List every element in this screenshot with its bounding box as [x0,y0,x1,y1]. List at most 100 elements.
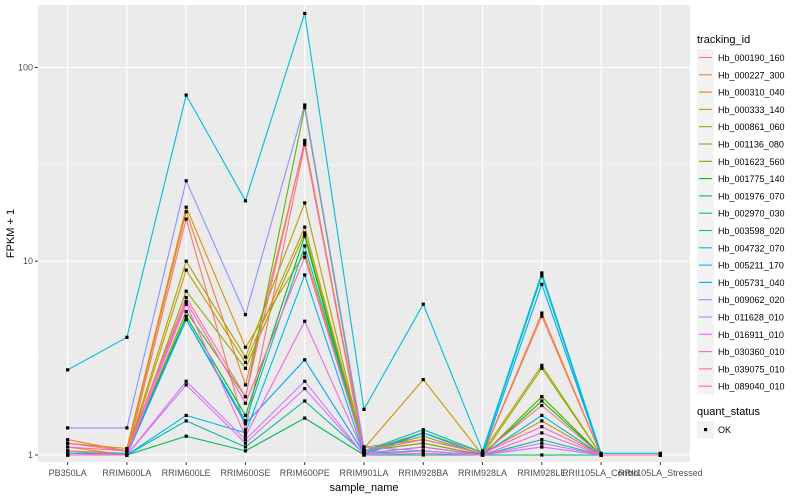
data-point [540,403,544,408]
data-point [66,441,70,445]
legend-label: Hb_016911_010 [718,330,784,340]
data-point [184,217,188,221]
data-point [421,428,425,432]
legend-label: Hb_000190_160 [718,53,785,63]
x-tick-label: RRIM928BA [398,468,448,478]
shape-legend-title: quant_status [697,406,760,418]
legend-label: Hb_000333_140 [718,105,785,115]
data-point [243,345,248,349]
y-axis: 1 10 100 [18,62,38,460]
legend-label: Hb_000310_040 [718,88,785,98]
data-point [599,451,603,455]
data-point [303,201,307,205]
legend-label: Hb_000227_300 [718,70,785,80]
data-point [658,453,662,457]
legend-label: Hb_001623_560 [718,157,785,167]
data-point [243,431,248,435]
data-point [243,360,248,365]
data-point [243,445,248,449]
data-point [421,445,425,449]
data-point [303,231,307,235]
data-point [303,251,307,255]
y-tick-label: 10 [23,256,33,266]
data-point [243,413,248,418]
data-point [184,413,188,418]
data-point [540,399,544,403]
x-tick-label: RRIM600SE [220,468,270,478]
data-point [421,449,425,453]
data-point [658,451,662,455]
data-point [184,210,188,214]
data-point [540,395,544,399]
data-point [184,268,188,272]
data-point [303,11,307,16]
data-point [303,399,307,403]
data-point [184,379,188,383]
data-point [66,449,70,453]
data-point [540,363,544,367]
data-point [243,383,248,387]
series-points [66,11,662,457]
y-axis-title: FPKM + 1 [5,209,17,258]
x-tick-label: PB350LA [49,468,87,478]
data-point [303,103,307,107]
data-point [421,377,425,382]
data-point [125,335,129,339]
data-point [243,395,248,399]
data-point [125,453,129,457]
x-tick-label: RRII105LA_Control [562,468,640,478]
data-point [243,313,248,317]
data-point [243,419,248,423]
data-point [243,441,248,445]
legend-label: Hb_039075_010 [718,364,785,374]
data-point [480,449,485,453]
data-point [362,445,366,449]
data-point [540,445,544,449]
data-point [303,358,307,362]
data-point [540,413,544,418]
data-point [421,441,425,445]
x-tick-label: RRIM600PE [280,468,330,478]
data-point [362,451,366,455]
data-point [66,438,70,442]
data-point [540,366,544,370]
data-point [184,434,188,438]
data-point [362,407,366,411]
data-point [303,319,307,323]
data-point [184,295,188,300]
data-point [184,93,188,97]
y-tick-label: 100 [18,62,33,72]
data-point [184,289,188,293]
data-point [66,368,70,372]
data-point [243,366,248,370]
data-point [125,449,129,453]
legend-title: tracking_id [697,34,750,46]
shape-legend-items: OK [697,421,731,438]
x-tick-label: RRII105LA_Stressed [618,468,703,478]
legend-label: Hb_004732_070 [718,243,785,253]
data-point [540,425,544,429]
data-point [540,274,544,278]
data-point [540,441,544,445]
data-point [540,431,544,435]
data-point [243,438,248,442]
shape-legend-label: OK [718,425,731,435]
data-point [540,282,544,286]
data-point [243,449,248,453]
data-point [184,314,188,318]
x-tick-label: RRIM600LA [102,468,151,478]
x-tick-label: RRIM901LA [339,468,388,478]
data-point [421,434,425,438]
data-point [184,299,188,304]
data-point [540,453,544,457]
shape-legend-marker [704,428,708,432]
data-point [421,451,425,455]
data-point [303,142,307,147]
data-point [421,302,425,306]
x-tick-label: RRIM928LE [517,468,566,478]
data-point [599,453,603,457]
data-point [421,438,425,442]
data-point [125,451,129,455]
x-axis: PB350LA RRIM600LA RRIM600LE RRIM600SE RRIM60… [49,462,703,478]
